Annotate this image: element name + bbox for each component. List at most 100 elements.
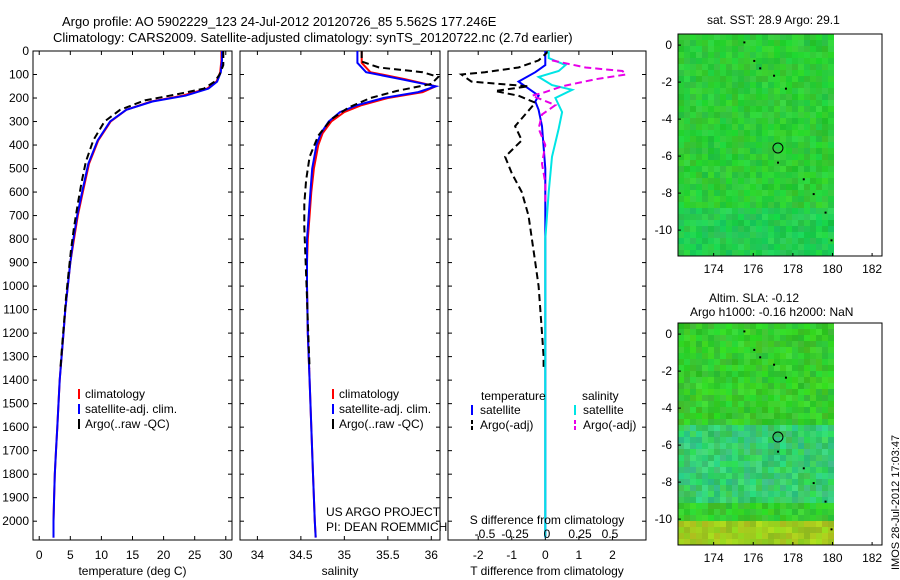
legend-label: satellite-adj. clim. [339,402,431,416]
y-tick-label: 900 [9,256,29,270]
map-x-tick-label: 178 [783,551,803,565]
y-tick-label: 1400 [2,373,29,387]
sst-map-frame [677,33,883,257]
sst-map-field [678,34,834,256]
y-tick-label: 800 [9,232,29,246]
island-speck [802,467,805,470]
map-x-tick-label: 180 [822,551,842,565]
map-x-tick-label: 178 [783,262,803,276]
map-x-tick-label: 174 [704,262,724,276]
y-tick-label: 100 [9,68,29,82]
temperature-panel-frame [32,50,233,541]
x-tick-label: 0 [542,548,549,562]
map-x-tick-label: 180 [822,262,842,276]
map-x-tick-label: 176 [743,551,763,565]
island-speck [759,67,762,70]
map-y-tick-label: -8 [661,475,672,489]
difference-panel-frame [447,50,647,541]
salinity-panel-xlabel: salinity [322,564,359,578]
map-y-tick-label: -10 [655,512,673,526]
island-speck [812,482,815,485]
sla-map-subtitle: Argo h1000: -0.16 h2000: NaN [690,305,854,319]
x-tick-label: 10 [95,548,109,562]
legend-title-salinity: salinity [582,389,619,403]
map-y-tick-label: 0 [665,327,672,341]
y-tick-label: 1500 [2,397,29,411]
s-tick-label: 0 [544,527,551,541]
island-speck [773,74,776,77]
island-speck [802,178,805,181]
sla-map-field [678,323,834,545]
legend-label: Argo(..raw -QC) [85,417,170,431]
y-tick-label: 2000 [2,514,29,528]
sla-map-title: Altim. SLA: -0.12 [709,291,800,305]
y-tick-label: 200 [9,91,29,105]
island-speck [743,41,746,44]
y-tick-label: 500 [9,162,29,176]
difference-panel-xlabel: T difference from climatology [470,564,624,578]
map-x-tick-label: 174 [704,551,724,565]
island-speck [773,363,776,366]
temperature-panel-xlabel: temperature (deg C) [78,564,186,578]
x-tick-label: 36 [425,548,439,562]
legend-label: satellite [583,403,624,417]
y-tick-label: 1300 [2,350,29,364]
s-tick-label: -0.25 [501,527,529,541]
series-line-s-satellite [536,51,576,538]
x-tick-label: 25 [188,548,202,562]
legend-label: Argo(..raw -QC) [339,417,424,431]
island-speck [743,330,746,333]
legend-label: satellite [480,403,521,417]
series-line-argo-raw-qc- [303,51,441,369]
island-speck [830,528,833,531]
map-y-tick-label: -4 [661,112,672,126]
island-speck [777,161,780,164]
legend-label: climatology [339,387,399,401]
map-x-tick-label: 176 [743,262,763,276]
salinity-panel-frame [239,50,441,541]
profile-location-marker [772,431,784,443]
sst-map-title: sat. SST: 28.9 Argo: 29.1 [707,13,840,27]
series-line-satellite-adj-clim- [52,51,223,538]
map-y-tick-label: -2 [661,364,672,378]
island-speck [759,356,762,359]
y-tick-label: 1200 [2,326,29,340]
x-tick-label: 0 [36,548,43,562]
profile-location-marker [772,142,784,154]
legend-label: climatology [85,387,145,401]
y-tick-label: 1800 [2,467,29,481]
legend-label: satellite-adj. clim. [85,402,177,416]
title-line-2: Climatology: CARS2009. Satellite-adjuste… [53,30,573,45]
x-tick-label: 20 [157,548,171,562]
map-y-tick-label: -2 [661,75,672,89]
diff-top-xlabel: S difference from climatology [470,513,625,527]
island-speck [830,239,833,242]
map-y-tick-label: -6 [661,438,672,452]
legend-label: Argo(-adj) [583,418,636,432]
island-speck [824,211,827,214]
island-speck [784,87,787,90]
x-tick-label: 2 [609,548,616,562]
map-y-tick-label: -6 [661,149,672,163]
y-tick-label: 1700 [2,444,29,458]
map-y-tick-label: -4 [661,401,672,415]
y-tick-label: 1600 [2,420,29,434]
annotation-line-2: PI: DEAN ROEMMICH [326,520,447,534]
sla-map-frame [677,322,883,546]
x-tick-label: 1 [576,548,583,562]
y-tick-label: 1100 [3,303,29,317]
island-speck [753,59,756,62]
y-tick-label: 1900 [2,491,29,505]
y-tick-label: 400 [9,138,29,152]
map-y-tick-label: -10 [655,223,673,237]
series-line-argo-raw-qc- [59,51,225,369]
island-speck [753,348,756,351]
x-tick-label: -1 [506,548,517,562]
y-tick-label: 700 [9,209,29,223]
title-line-1: Argo profile: AO 5902229_123 24-Jul-2012… [62,14,497,29]
map-y-tick-label: -8 [661,186,672,200]
island-speck [784,376,787,379]
imos-timestamp: IMOS 28-Jul-2012 17:03:47 [890,434,900,570]
island-speck [777,450,780,453]
y-tick-label: 600 [9,185,29,199]
